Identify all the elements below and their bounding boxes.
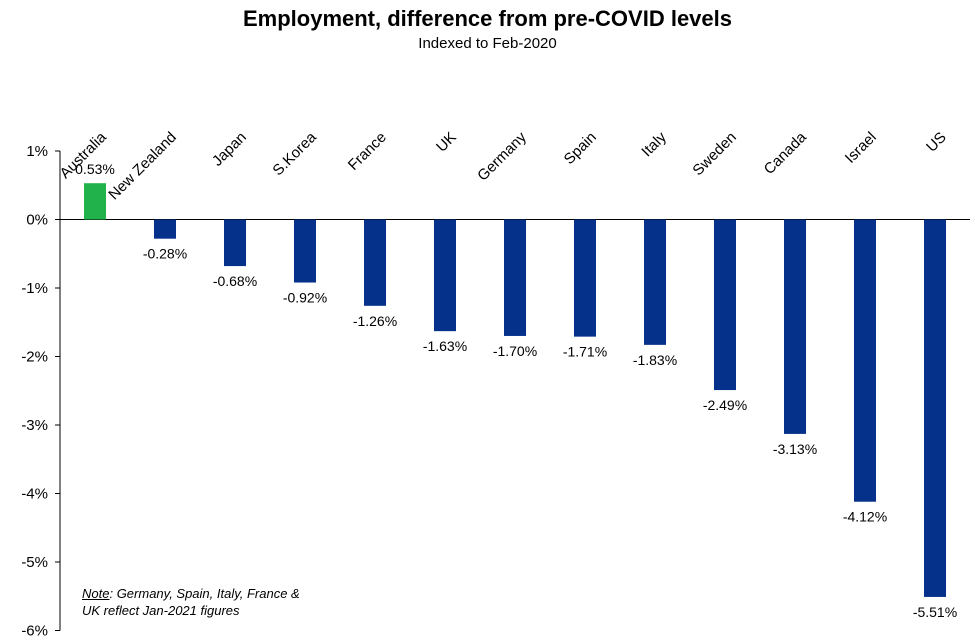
- category-label: US: [923, 129, 950, 156]
- data-label: -2.49%: [703, 397, 747, 413]
- bar-sweden: [714, 219, 736, 391]
- bar-italy: [644, 219, 666, 345]
- category-label: Italy: [638, 128, 670, 160]
- chart-note: Note: Germany, Spain, Italy, France & UK…: [82, 585, 300, 619]
- data-label: -4.12%: [843, 509, 887, 525]
- data-label: -1.70%: [493, 343, 537, 359]
- y-tick-label: -2%: [21, 349, 48, 366]
- category-label: Germany: [474, 128, 530, 184]
- data-label: -1.83%: [633, 352, 677, 368]
- data-labels: 0.53% -0.28% -0.68% -0.92% -1.26% -1.63% -1.70…: [75, 161, 957, 620]
- category-label: New Zealand: [105, 129, 180, 204]
- bar-france: [364, 219, 386, 306]
- bar-canada: [784, 219, 806, 434]
- bar-israel: [854, 219, 876, 502]
- data-label: 0.53%: [75, 161, 115, 177]
- y-tick-label: 0%: [26, 212, 48, 229]
- data-label: -1.63%: [423, 338, 467, 354]
- y-tick-label: 1%: [26, 143, 48, 160]
- data-label: -0.68%: [213, 273, 257, 289]
- y-tick-label: -4%: [21, 486, 48, 503]
- bars: [84, 183, 946, 597]
- bar-japan: [224, 219, 246, 267]
- category-label: Israel: [842, 129, 880, 167]
- y-axis: 1% 0% -1% -2% -3% -4% -5% -6%: [21, 143, 61, 640]
- bar-new-zealand: [154, 219, 176, 239]
- data-label: -1.26%: [353, 313, 397, 329]
- data-label: -5.51%: [913, 604, 957, 620]
- bar-australia: [84, 183, 106, 220]
- y-tick-label: -1%: [21, 280, 48, 297]
- category-label: Sweden: [689, 129, 739, 179]
- y-tick-label: -3%: [21, 417, 48, 434]
- bar-germany: [504, 219, 526, 336]
- category-label: Canada: [761, 128, 811, 178]
- data-label: -0.92%: [283, 290, 327, 306]
- category-label: S.Korea: [269, 128, 320, 179]
- category-label: Japan: [209, 129, 250, 170]
- note-text-line2: UK reflect Jan-2021 figures: [82, 603, 240, 618]
- note-heading: Note: [82, 586, 110, 601]
- bar-spain: [574, 219, 596, 337]
- data-label: -3.13%: [773, 441, 817, 457]
- category-label: UK: [433, 129, 460, 156]
- category-label: Spain: [561, 129, 600, 168]
- data-label: -0.28%: [143, 246, 187, 262]
- bar-uk: [434, 219, 456, 332]
- bar-us: [924, 219, 946, 597]
- bar-s-korea: [294, 219, 316, 283]
- y-tick-label: -6%: [21, 623, 48, 640]
- category-label: France: [345, 129, 390, 174]
- chart-subtitle: Indexed to Feb-2020: [418, 35, 557, 52]
- y-tick-label: -5%: [21, 554, 48, 571]
- note-text: : Germany, Spain, Italy, France &: [109, 586, 300, 601]
- data-label: -1.71%: [563, 344, 607, 360]
- chart-title: Employment, difference from pre-COVID le…: [242, 6, 733, 31]
